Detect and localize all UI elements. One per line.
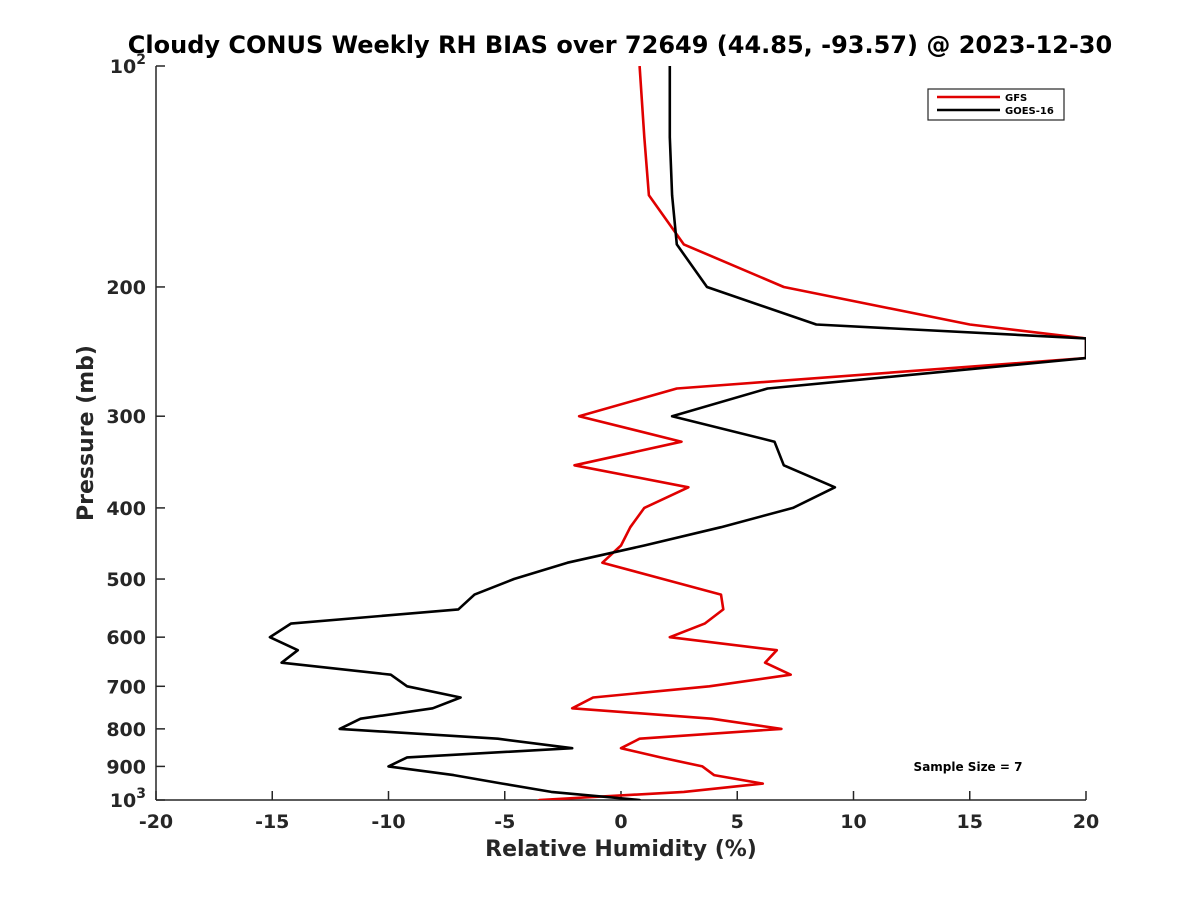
x-axis-label: Relative Humidity (%) <box>485 837 757 862</box>
x-tick-label: 10 <box>840 811 866 833</box>
chart-title: Cloudy CONUS Weekly RH BIAS over 72649 (… <box>128 31 1112 59</box>
series-line-gfs <box>536 66 1086 800</box>
legend-entry-label: GOES-16 <box>1005 106 1054 117</box>
series-layer <box>268 66 1086 800</box>
plot-area <box>155 66 1086 801</box>
x-ticks: -20 -15 -10 -5 0 5 10 15 20 <box>139 791 1099 833</box>
y-tick-label: 200 <box>106 277 146 299</box>
x-tick-label: 20 <box>1073 811 1099 833</box>
legend-box <box>927 88 1065 121</box>
legend-entry-label: GFS <box>1005 93 1027 104</box>
y-tick-label: 300 <box>106 406 146 428</box>
y-tick-label: 700 <box>106 676 146 698</box>
y-ticks: 102 200 300 400 500 600 700 800 900 103 <box>106 52 165 812</box>
x-tick-label: 0 <box>614 811 627 833</box>
legend: GFS GOES-16 <box>927 88 1065 121</box>
y-tick-label: 600 <box>106 627 146 649</box>
y-tick-label: 103 <box>110 786 146 812</box>
y-axis-label: Pressure (mb) <box>74 345 99 521</box>
sample-size-annotation: Sample Size = 7 <box>914 760 1023 774</box>
x-tick-label: 5 <box>731 811 744 833</box>
y-tick-label: 400 <box>106 498 146 520</box>
y-tick-label: 500 <box>106 569 146 591</box>
x-tick-label: -15 <box>255 811 289 833</box>
series-line-goes-16 <box>268 66 1086 800</box>
y-tick-label: 900 <box>106 756 146 778</box>
y-tick-label: 102 <box>110 52 146 78</box>
x-tick-label: -5 <box>494 811 515 833</box>
x-tick-label: 15 <box>957 811 983 833</box>
y-tick-label: 800 <box>106 719 146 741</box>
x-tick-label: -10 <box>371 811 405 833</box>
x-tick-label: -20 <box>139 811 173 833</box>
